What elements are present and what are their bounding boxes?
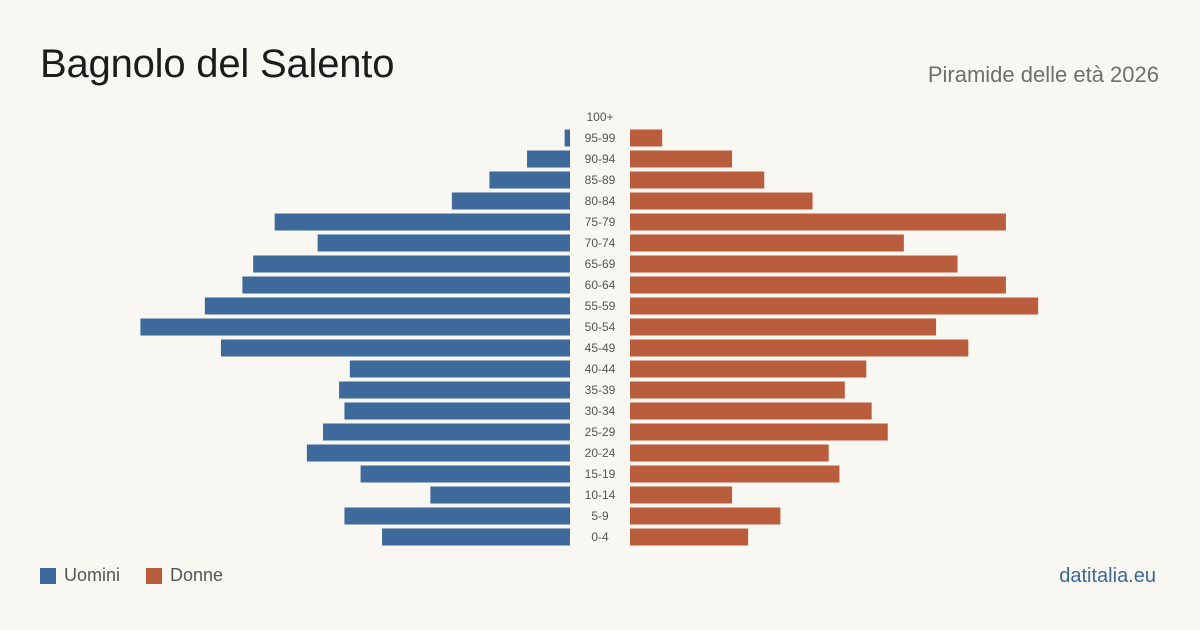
- bar-women-65-69: [630, 255, 958, 273]
- bar-men-35-39: [339, 381, 570, 399]
- legend-swatch-women: [146, 567, 163, 584]
- age-label: 60-64: [585, 278, 616, 292]
- bar-men-30-34: [344, 402, 570, 420]
- bar-men-60-64: [242, 276, 570, 294]
- age-label: 20-24: [585, 446, 616, 460]
- legend-label-men: Uomini: [64, 565, 121, 585]
- bar-men-55-59: [204, 297, 570, 315]
- age-label: 10-14: [585, 488, 616, 502]
- age-label: 35-39: [585, 383, 616, 397]
- bar-women-80-84: [630, 192, 813, 210]
- bar-men-10-14: [430, 486, 570, 504]
- age-label: 40-44: [585, 362, 616, 376]
- bar-women-15-19: [630, 465, 840, 483]
- bar-men-75-79: [274, 213, 570, 231]
- bar-women-0-4: [630, 528, 749, 546]
- bar-women-25-29: [630, 423, 888, 441]
- age-label: 25-29: [585, 425, 616, 439]
- age-label: 55-59: [585, 299, 616, 313]
- age-label: 85-89: [585, 173, 616, 187]
- bar-women-30-34: [630, 402, 872, 420]
- legend-item-men: Uomini: [40, 565, 120, 586]
- bar-men-50-54: [140, 318, 570, 336]
- legend: Uomini Donne: [40, 565, 249, 586]
- age-label: 5-9: [591, 509, 609, 523]
- age-label: 100+: [586, 110, 613, 124]
- age-label: 15-19: [585, 467, 616, 481]
- bar-women-40-44: [630, 360, 867, 378]
- bar-women-50-54: [630, 318, 937, 336]
- age-label: 65-69: [585, 257, 616, 271]
- bar-men-85-89: [489, 171, 570, 189]
- bar-men-25-29: [322, 423, 570, 441]
- bar-women-75-79: [630, 213, 1006, 231]
- bar-women-95-99: [630, 129, 663, 147]
- bar-women-85-89: [630, 171, 765, 189]
- bar-men-40-44: [349, 360, 570, 378]
- age-label: 45-49: [585, 341, 616, 355]
- bar-women-45-49: [630, 339, 969, 357]
- bar-men-80-84: [451, 192, 570, 210]
- legend-label-women: Donne: [170, 565, 224, 585]
- bar-men-65-69: [253, 255, 571, 273]
- legend-item-women: Donne: [146, 565, 223, 586]
- page-title: Bagnolo del Salento: [40, 42, 395, 86]
- bar-women-5-9: [630, 507, 781, 525]
- age-label: 0-4: [591, 530, 609, 544]
- bar-men-20-24: [306, 444, 570, 462]
- legend-swatch-men: [40, 567, 56, 584]
- age-label: 70-74: [585, 236, 616, 250]
- bar-women-20-24: [630, 444, 829, 462]
- bar-men-90-94: [527, 150, 570, 168]
- age-label: 75-79: [585, 215, 616, 229]
- bar-women-10-14: [630, 486, 733, 504]
- age-label: 80-84: [585, 194, 616, 208]
- bar-men-0-4: [382, 528, 570, 546]
- age-label: 90-94: [585, 152, 616, 166]
- bar-men-15-19: [360, 465, 570, 483]
- age-label: 95-99: [585, 131, 616, 145]
- bar-women-60-64: [630, 276, 1006, 294]
- bar-women-35-39: [630, 381, 845, 399]
- brand-link[interactable]: datitalia.eu: [1059, 565, 1156, 587]
- bar-men-95-99: [564, 129, 570, 147]
- age-label: 30-34: [585, 404, 616, 418]
- bar-men-5-9: [344, 507, 570, 525]
- bar-men-70-74: [317, 234, 570, 252]
- bar-women-70-74: [630, 234, 904, 252]
- bar-women-90-94: [630, 150, 733, 168]
- bar-men-45-49: [220, 339, 570, 357]
- chart-subtitle: Piramide delle età 2026: [927, 62, 1159, 87]
- bar-women-55-59: [630, 297, 1039, 315]
- age-label: 50-54: [585, 320, 616, 334]
